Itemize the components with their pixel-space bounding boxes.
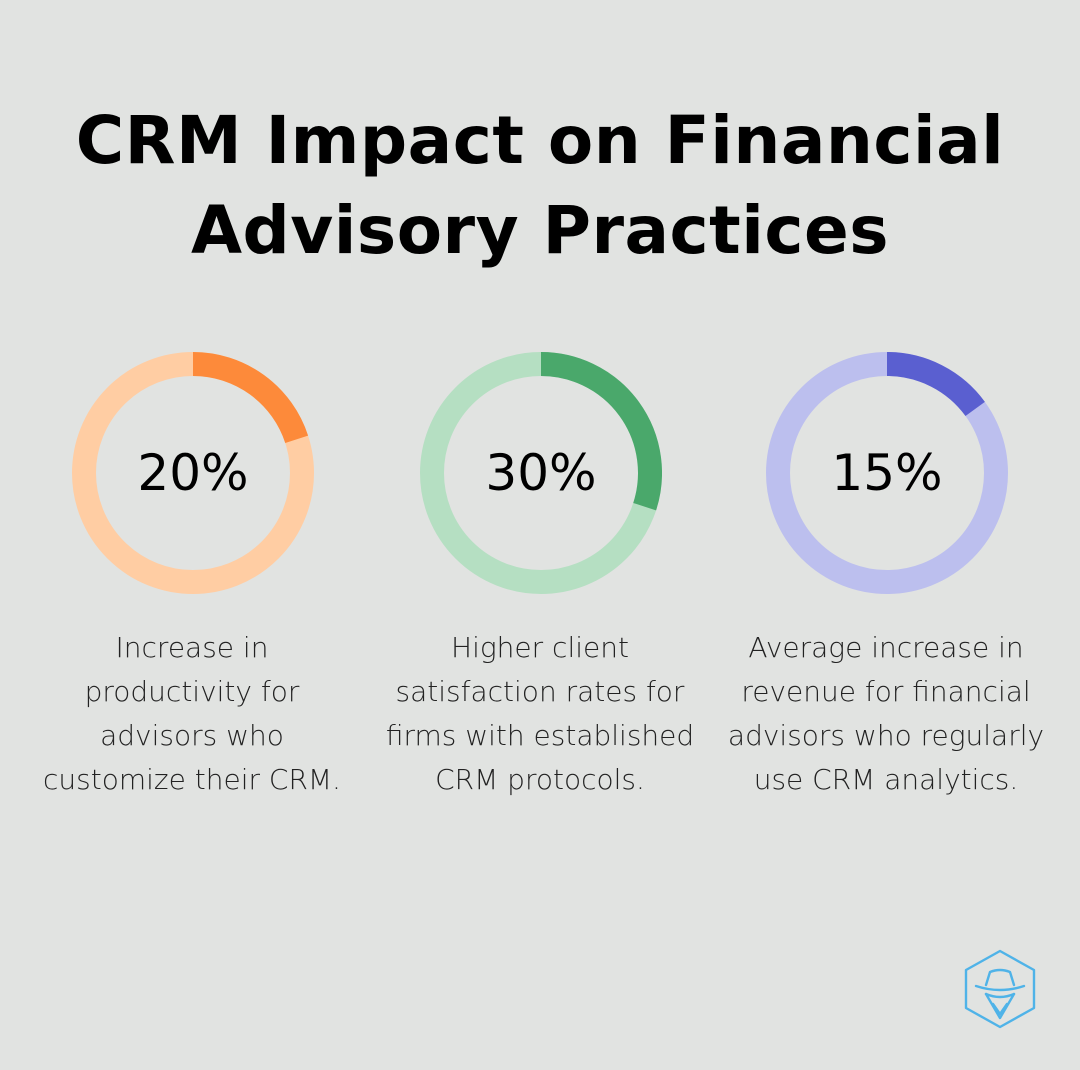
spy-hat-hexagon-icon [962,948,1038,1030]
donut-chart: 30% [420,352,662,594]
title-line-2: Advisory Practices [190,192,890,269]
stat-value: 20% [137,444,249,502]
stat-description: Average increase in revenue for financia… [727,631,1045,796]
stat-description: Increase in productivity for advisors wh… [43,631,341,796]
stat-description: Higher client satisfaction rates for fir… [385,631,695,796]
donut-value-arc [540,352,662,511]
stat-value: 30% [485,444,597,502]
donut-value-arc [192,352,309,444]
chart-title: CRM Impact on Financial Advisory Practic… [40,96,1040,276]
donut-value-arc [886,352,985,417]
donut-chart: 20% [72,352,314,594]
stat-value: 15% [831,444,943,502]
title-line-1: CRM Impact on Financial [75,102,1005,179]
donut-chart: 15% [766,352,1008,594]
